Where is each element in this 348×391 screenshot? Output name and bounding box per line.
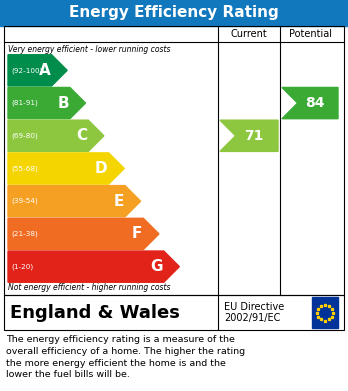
Text: (21-38): (21-38) (11, 231, 38, 237)
Text: G: G (150, 259, 163, 274)
Text: (69-80): (69-80) (11, 133, 38, 139)
Text: Energy Efficiency Rating: Energy Efficiency Rating (69, 5, 279, 20)
Bar (4, 26, 344, 295)
Text: (81-91): (81-91) (11, 100, 38, 106)
Text: Not energy efficient - higher running costs: Not energy efficient - higher running co… (8, 283, 171, 292)
Text: 71: 71 (245, 129, 264, 143)
Polygon shape (8, 186, 141, 217)
Text: Very energy efficient - lower running costs: Very energy efficient - lower running co… (8, 45, 171, 54)
Polygon shape (220, 120, 278, 151)
Polygon shape (8, 218, 159, 249)
Polygon shape (8, 153, 124, 184)
Bar (0, 0, 348, 26)
Polygon shape (8, 88, 86, 119)
Bar (4, 295, 344, 330)
Text: C: C (76, 128, 87, 143)
Text: (55-68): (55-68) (11, 165, 38, 172)
Text: A: A (39, 63, 50, 78)
Polygon shape (8, 251, 179, 282)
Text: Current: Current (231, 29, 267, 39)
Text: EU Directive
2002/91/EC: EU Directive 2002/91/EC (224, 302, 284, 323)
Text: England & Wales: England & Wales (10, 303, 180, 321)
Text: B: B (57, 95, 69, 111)
Text: E: E (113, 194, 124, 209)
Text: The energy efficiency rating is a measure of the
overall efficiency of a home. T: The energy efficiency rating is a measur… (6, 335, 245, 379)
Text: D: D (95, 161, 108, 176)
Text: F: F (132, 226, 142, 241)
Text: (39-54): (39-54) (11, 198, 38, 204)
Bar (312, 297, 338, 328)
Text: Potential: Potential (288, 29, 332, 39)
Polygon shape (282, 88, 338, 119)
Polygon shape (8, 55, 67, 86)
Text: 84: 84 (306, 96, 325, 110)
Text: (1-20): (1-20) (11, 264, 33, 270)
Polygon shape (8, 120, 104, 151)
Text: (92-100): (92-100) (11, 67, 42, 74)
